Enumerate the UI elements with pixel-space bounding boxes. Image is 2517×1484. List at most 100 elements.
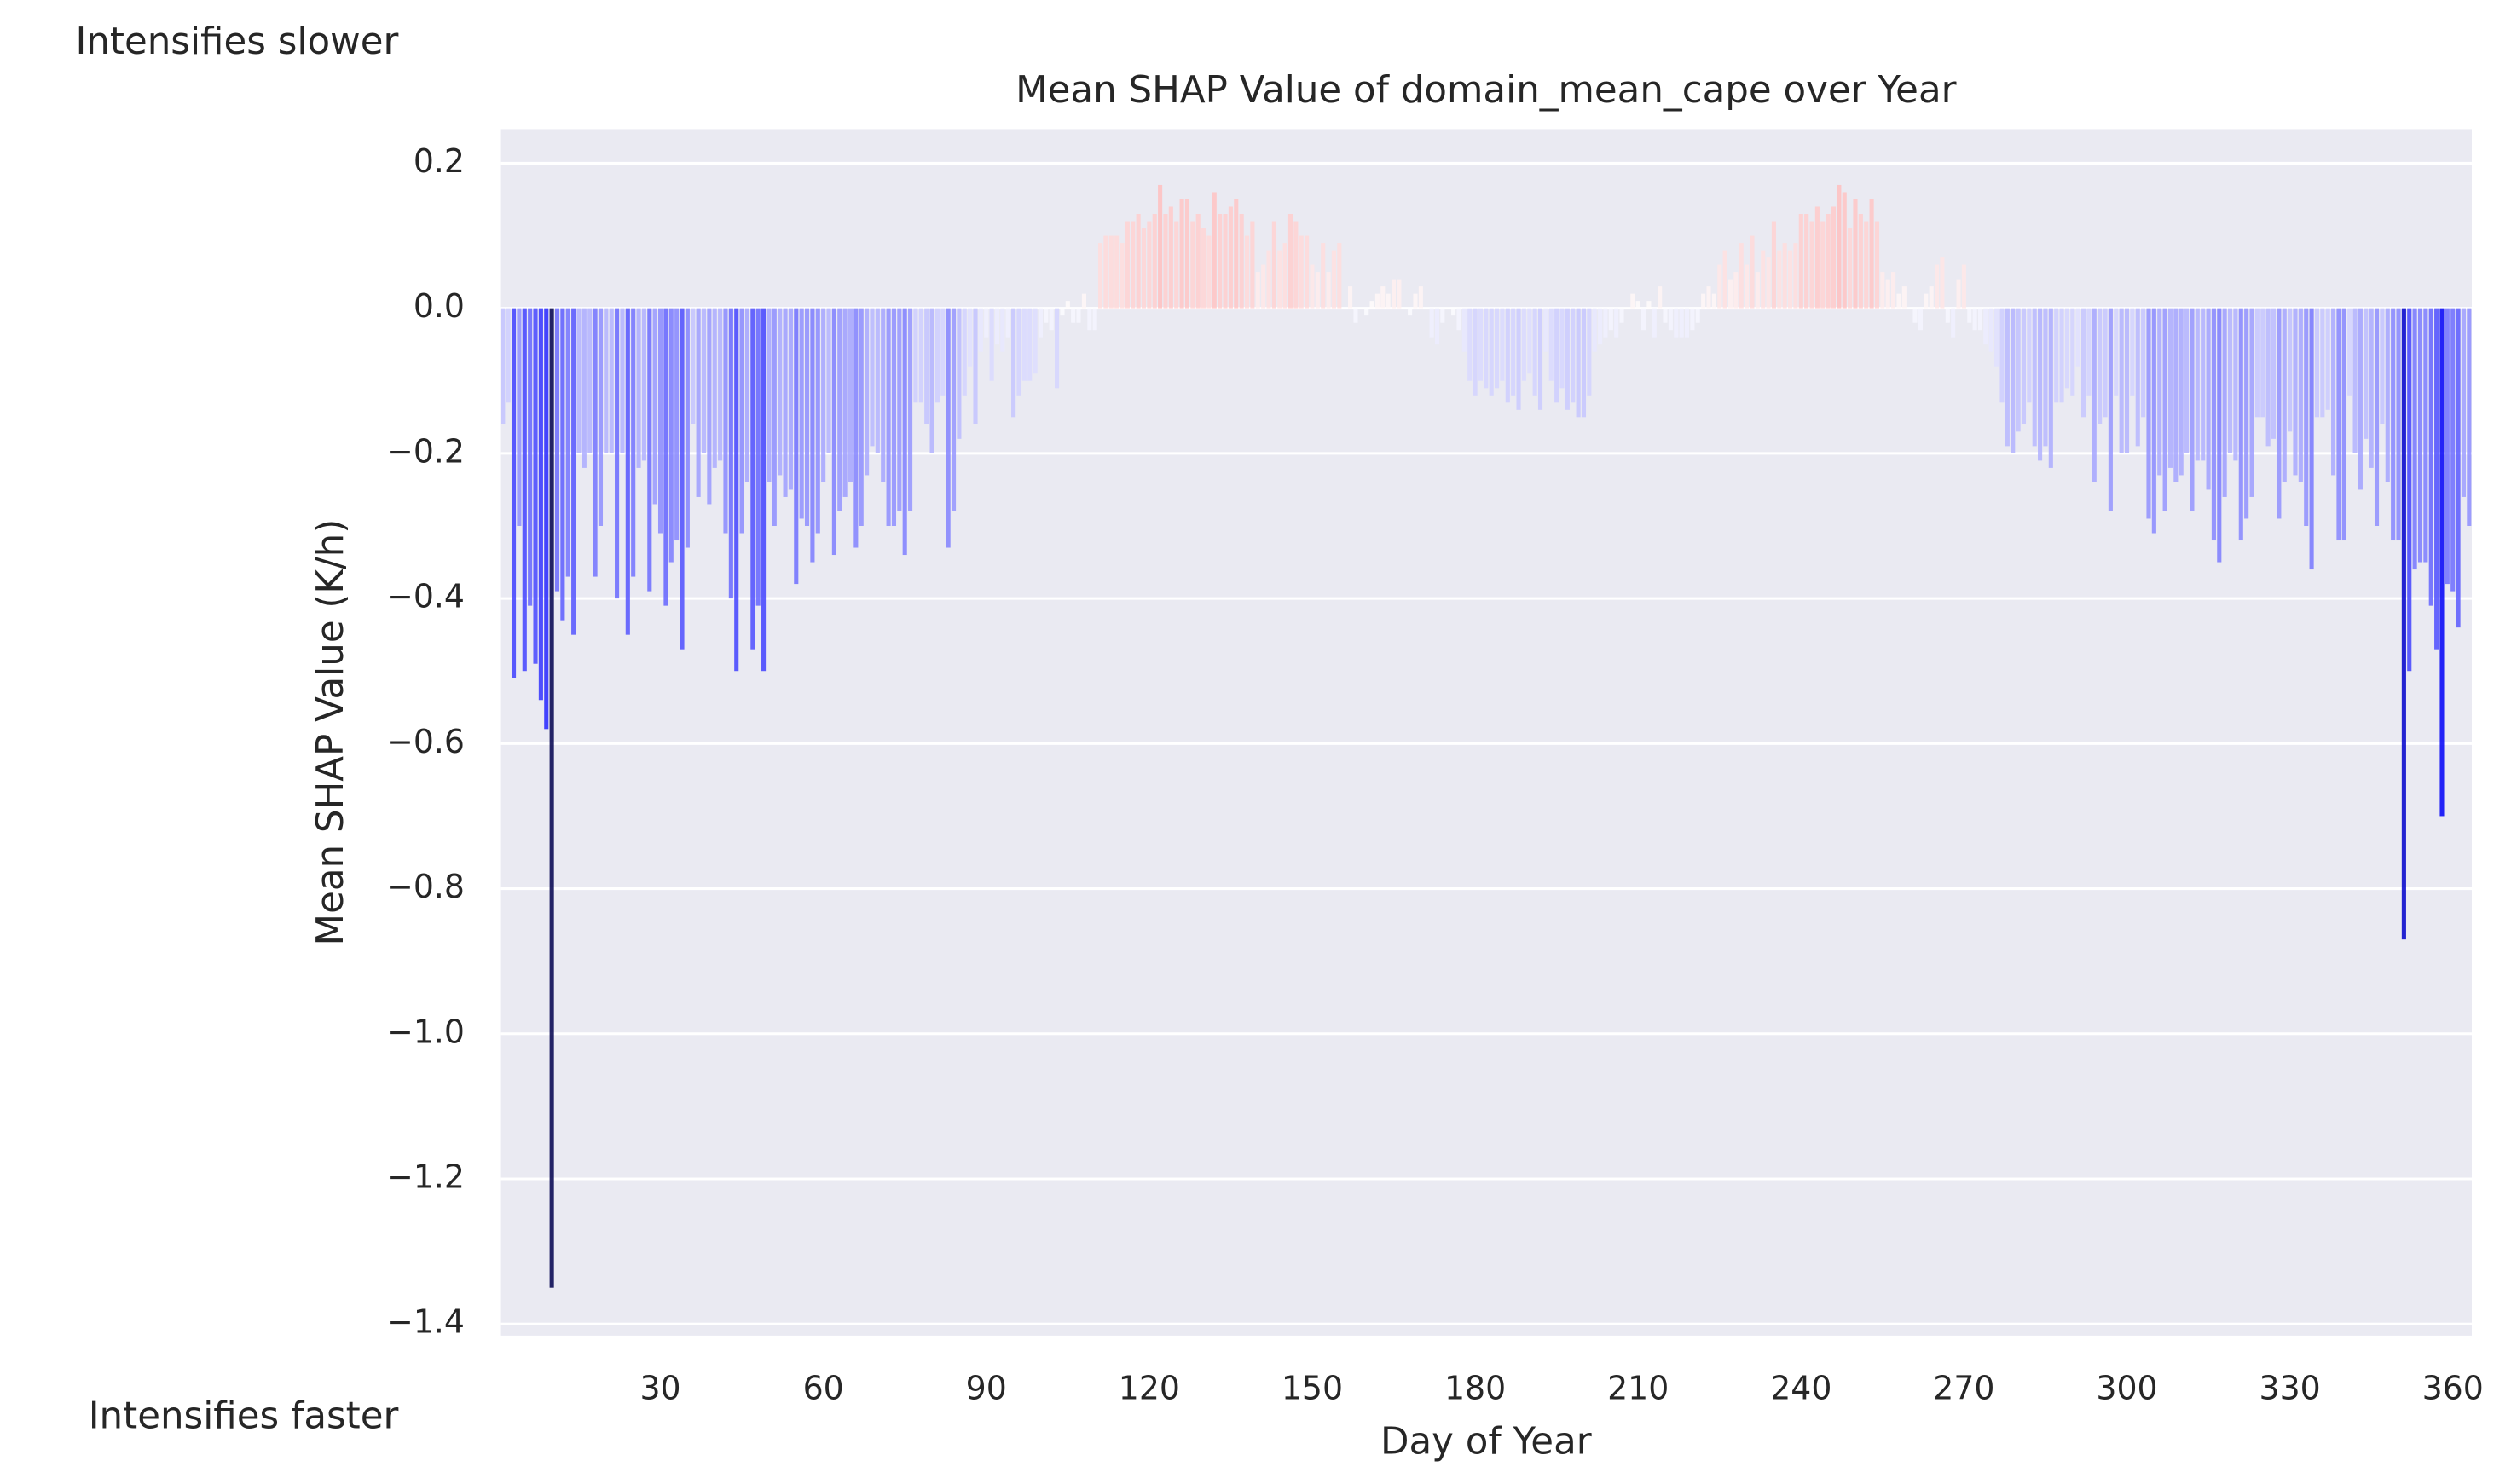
bar bbox=[2167, 308, 2173, 468]
bar bbox=[1771, 221, 1776, 309]
bar bbox=[2412, 308, 2417, 570]
bar bbox=[2364, 308, 2369, 439]
bar bbox=[560, 308, 565, 621]
bar bbox=[1489, 308, 1494, 396]
bar bbox=[2048, 308, 2053, 468]
bar bbox=[1706, 286, 1711, 309]
bar bbox=[2011, 308, 2016, 453]
bar bbox=[1652, 308, 1657, 338]
bar bbox=[1190, 221, 1195, 309]
bar bbox=[1299, 235, 1304, 309]
bar bbox=[1408, 308, 1413, 316]
bar bbox=[506, 308, 511, 403]
bar bbox=[1527, 308, 1532, 374]
bar bbox=[1473, 308, 1478, 396]
bar bbox=[593, 308, 598, 577]
bar bbox=[1761, 250, 1766, 309]
bar bbox=[1000, 308, 1005, 352]
bar bbox=[1049, 308, 1054, 331]
x-tick-label: 300 bbox=[2096, 1370, 2157, 1407]
bar bbox=[1891, 272, 1896, 309]
bar bbox=[734, 308, 739, 672]
bar bbox=[1614, 308, 1619, 338]
bar bbox=[1293, 221, 1299, 309]
bar bbox=[2467, 308, 2472, 526]
bar bbox=[1548, 308, 1554, 381]
bar bbox=[962, 308, 967, 396]
bar bbox=[902, 308, 907, 556]
bar bbox=[625, 308, 630, 635]
bar bbox=[859, 308, 864, 526]
bar bbox=[1516, 308, 1521, 410]
bar bbox=[2271, 308, 2277, 439]
bar bbox=[1120, 243, 1125, 309]
bar bbox=[1250, 221, 1255, 309]
bar bbox=[918, 308, 923, 403]
bar bbox=[761, 308, 767, 672]
bar bbox=[1559, 308, 1565, 389]
bar bbox=[1722, 250, 1727, 309]
bar bbox=[1456, 308, 1461, 331]
bar bbox=[533, 308, 538, 664]
x-tick-label: 210 bbox=[1607, 1370, 1669, 1407]
bar bbox=[2211, 308, 2216, 541]
bar bbox=[1021, 308, 1027, 381]
bar bbox=[891, 308, 897, 526]
bar bbox=[2130, 308, 2135, 396]
bar bbox=[865, 308, 870, 476]
bar bbox=[821, 308, 826, 482]
bar bbox=[1940, 257, 1945, 309]
bar bbox=[2380, 308, 2385, 424]
bar bbox=[2396, 308, 2401, 541]
bar bbox=[2407, 308, 2412, 672]
bar bbox=[2320, 308, 2325, 418]
bar bbox=[1951, 308, 1956, 338]
bar bbox=[1244, 235, 1250, 309]
bar bbox=[1467, 308, 1473, 381]
bar bbox=[1853, 199, 1858, 309]
bar bbox=[1755, 272, 1760, 309]
y-tick-label: 0.2 bbox=[414, 142, 465, 180]
bar bbox=[1228, 206, 1233, 309]
bar bbox=[2369, 308, 2374, 468]
annotation: Intensifies faster bbox=[89, 1394, 399, 1437]
bar bbox=[2086, 308, 2092, 396]
bar bbox=[794, 308, 799, 585]
bar bbox=[1576, 308, 1581, 418]
bar bbox=[1125, 221, 1130, 309]
bar bbox=[2179, 308, 2184, 476]
bar bbox=[1826, 214, 1831, 309]
bar bbox=[1184, 199, 1189, 309]
bar bbox=[1896, 293, 1901, 309]
bar bbox=[837, 308, 842, 511]
bar bbox=[842, 308, 848, 497]
bar bbox=[1679, 308, 1684, 338]
bar bbox=[2005, 308, 2010, 447]
bar bbox=[2434, 308, 2439, 650]
bar bbox=[680, 308, 685, 650]
bar bbox=[528, 308, 533, 606]
bar bbox=[549, 308, 554, 1288]
bar bbox=[1874, 221, 1880, 309]
bar bbox=[1581, 308, 1587, 418]
bar bbox=[1234, 199, 1239, 309]
bar bbox=[788, 308, 793, 490]
bar bbox=[647, 308, 652, 592]
bar bbox=[1179, 199, 1184, 309]
bar bbox=[750, 308, 755, 650]
bar bbox=[2282, 308, 2287, 482]
bar bbox=[2314, 308, 2320, 418]
bar bbox=[1690, 308, 1695, 331]
bar bbox=[772, 308, 777, 526]
y-tick-label: −1.0 bbox=[386, 1013, 465, 1050]
x-tick-label: 240 bbox=[1770, 1370, 1831, 1407]
bar bbox=[1484, 308, 1489, 389]
bar bbox=[1554, 308, 1559, 403]
x-tick-label: 150 bbox=[1282, 1370, 1343, 1407]
bar bbox=[810, 308, 815, 563]
y-tick-label: −0.8 bbox=[386, 868, 465, 905]
bar bbox=[1598, 308, 1603, 345]
bar bbox=[1571, 308, 1576, 403]
bar bbox=[2254, 308, 2260, 418]
bar bbox=[641, 308, 646, 461]
